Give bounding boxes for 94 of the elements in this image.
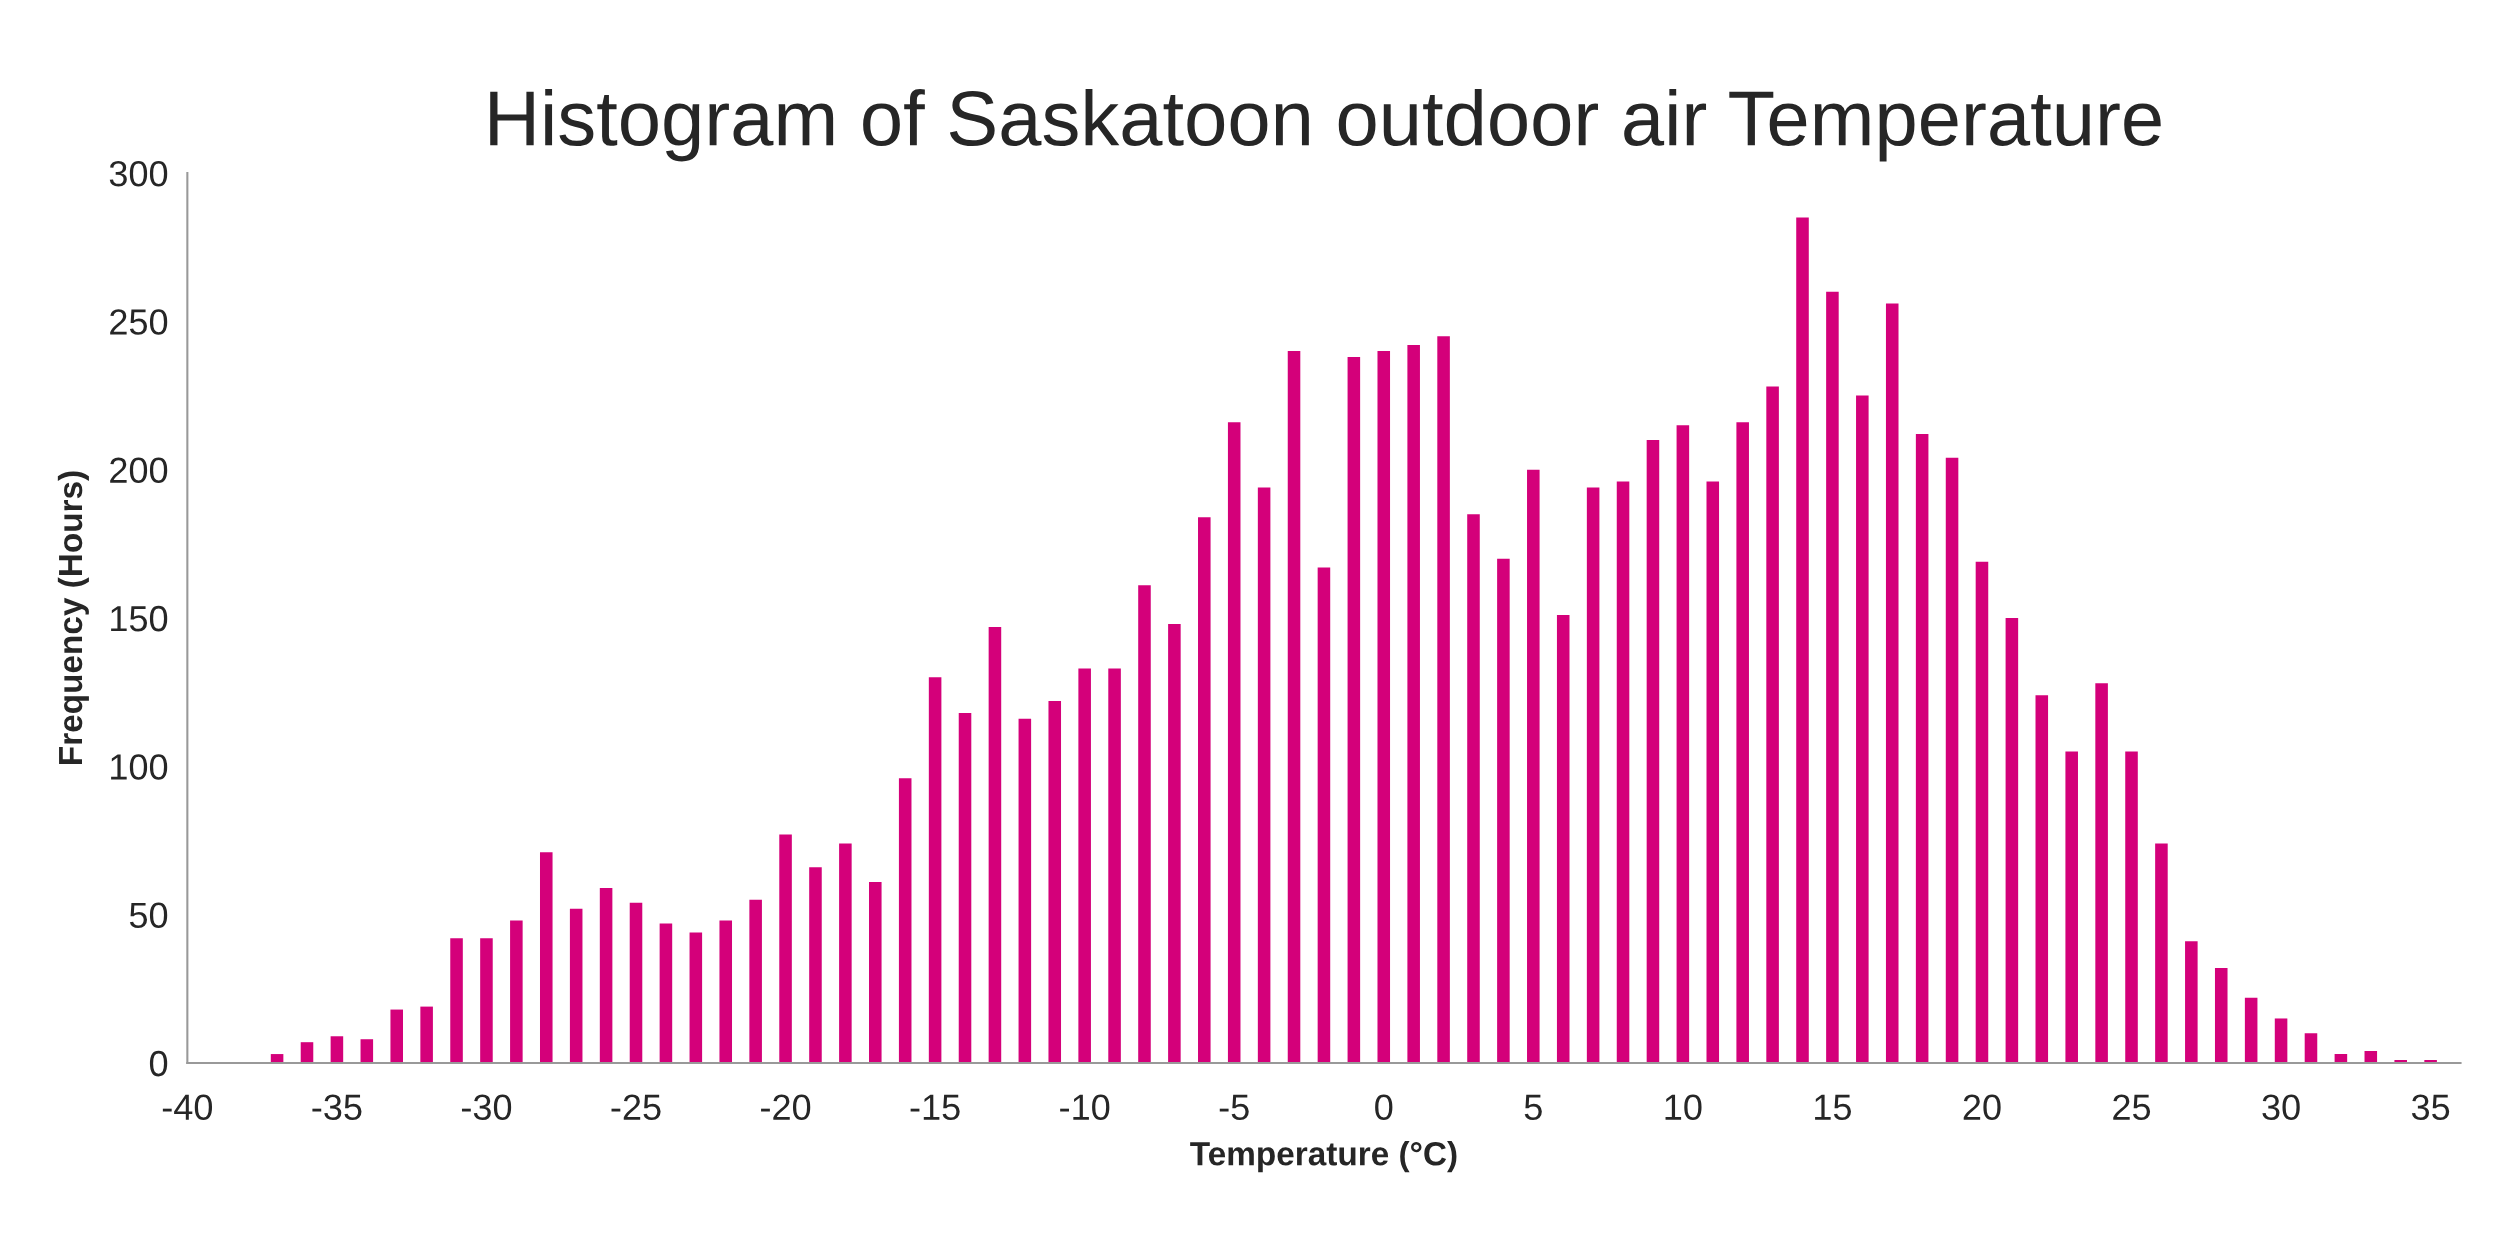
bar bbox=[2214, 968, 2228, 1063]
bar bbox=[1706, 481, 1720, 1063]
bar bbox=[390, 1009, 403, 1063]
bar bbox=[1317, 567, 1331, 1063]
bar bbox=[1766, 386, 1779, 1063]
bar bbox=[1257, 487, 1271, 1063]
bar bbox=[1287, 351, 1301, 1063]
x-tick-label: 35 bbox=[2411, 1094, 2450, 1121]
x-tick-label: -5 bbox=[1219, 1094, 1249, 1121]
bar bbox=[2155, 843, 2168, 1063]
x-tick-label: -20 bbox=[761, 1094, 811, 1121]
bar bbox=[599, 887, 613, 1063]
x-tick-label: 20 bbox=[1963, 1094, 2001, 1121]
bar bbox=[839, 843, 852, 1063]
bar bbox=[689, 932, 703, 1063]
x-tick-label: -40 bbox=[162, 1094, 213, 1121]
bar bbox=[300, 1042, 314, 1063]
bar bbox=[1736, 422, 1749, 1063]
x-tick-label: -15 bbox=[910, 1094, 960, 1121]
bar bbox=[1168, 623, 1181, 1063]
bar bbox=[659, 923, 673, 1063]
bar bbox=[2095, 683, 2108, 1063]
bar bbox=[1138, 585, 1151, 1063]
bar bbox=[360, 1039, 374, 1063]
y-tick-label: 150 bbox=[111, 605, 168, 632]
x-tick-label: 10 bbox=[1665, 1094, 1702, 1121]
bar bbox=[1646, 440, 1660, 1063]
bar bbox=[1915, 434, 1929, 1063]
bar bbox=[928, 677, 942, 1063]
y-tick-label: 0 bbox=[149, 1050, 168, 1077]
bar bbox=[1856, 395, 1869, 1063]
bar bbox=[2125, 751, 2138, 1063]
x-axis-title: Temperature (°C) bbox=[1190, 1141, 1457, 1173]
bar bbox=[1676, 425, 1690, 1063]
bar bbox=[958, 712, 972, 1063]
bar bbox=[1227, 422, 1241, 1063]
bar bbox=[1078, 668, 1091, 1063]
bar bbox=[539, 852, 553, 1063]
bar bbox=[1885, 303, 1899, 1063]
bar bbox=[1826, 291, 1839, 1063]
bar bbox=[1796, 217, 1809, 1063]
bar bbox=[779, 834, 792, 1063]
bar bbox=[719, 920, 733, 1063]
x-tick-label: -10 bbox=[1060, 1094, 1110, 1121]
bar bbox=[1108, 668, 1121, 1063]
bar bbox=[1407, 345, 1420, 1063]
chart-title: Histogram of Saskatoon outdoor air Temperature bbox=[490, 88, 2161, 162]
x-tick-label: 0 bbox=[1375, 1094, 1393, 1121]
x-tick-label: -30 bbox=[461, 1094, 512, 1121]
y-tick-label: 100 bbox=[111, 754, 168, 780]
x-tick-label: -25 bbox=[611, 1094, 661, 1121]
bar bbox=[1018, 718, 1032, 1063]
bar bbox=[1586, 487, 1600, 1063]
bar bbox=[450, 938, 463, 1063]
bar bbox=[2035, 695, 2049, 1063]
x-tick-label: 15 bbox=[1815, 1094, 1851, 1121]
bar bbox=[869, 882, 882, 1063]
bar bbox=[809, 867, 822, 1063]
x-tick-label: 5 bbox=[1524, 1094, 1542, 1121]
bar bbox=[1945, 457, 1959, 1063]
bar bbox=[1437, 336, 1450, 1063]
y-tick-label: 250 bbox=[110, 309, 168, 335]
bar bbox=[629, 902, 643, 1063]
bar bbox=[1048, 701, 1062, 1063]
bar bbox=[1556, 615, 1570, 1063]
y-tick-label: 50 bbox=[129, 902, 168, 929]
x-tick-label: 25 bbox=[2113, 1094, 2151, 1121]
y-tick-label: 300 bbox=[109, 160, 168, 187]
bar bbox=[330, 1036, 344, 1063]
bar bbox=[480, 938, 493, 1063]
bar bbox=[1198, 517, 1211, 1063]
bar bbox=[898, 778, 912, 1063]
bar bbox=[1377, 351, 1391, 1063]
bar bbox=[569, 908, 583, 1063]
bar bbox=[2185, 941, 2198, 1063]
y-tick-label: 200 bbox=[110, 457, 168, 484]
y-axis-title: Frequency (Hours) bbox=[57, 471, 89, 764]
bar bbox=[1467, 514, 1480, 1063]
bar bbox=[1616, 481, 1630, 1063]
bar bbox=[2274, 1018, 2288, 1063]
bar bbox=[420, 1006, 433, 1063]
x-tick-label: -35 bbox=[312, 1094, 362, 1121]
bar bbox=[2065, 751, 2078, 1063]
bar bbox=[1347, 356, 1361, 1063]
bar bbox=[2304, 1033, 2318, 1063]
bar bbox=[1527, 469, 1540, 1063]
x-tick-label: 30 bbox=[2262, 1094, 2300, 1121]
bar bbox=[510, 920, 523, 1063]
bar bbox=[2244, 997, 2258, 1063]
bar bbox=[1497, 558, 1510, 1063]
bar bbox=[749, 899, 762, 1063]
bar bbox=[2005, 618, 2019, 1063]
bar bbox=[1975, 561, 1989, 1063]
bar bbox=[988, 626, 1002, 1063]
